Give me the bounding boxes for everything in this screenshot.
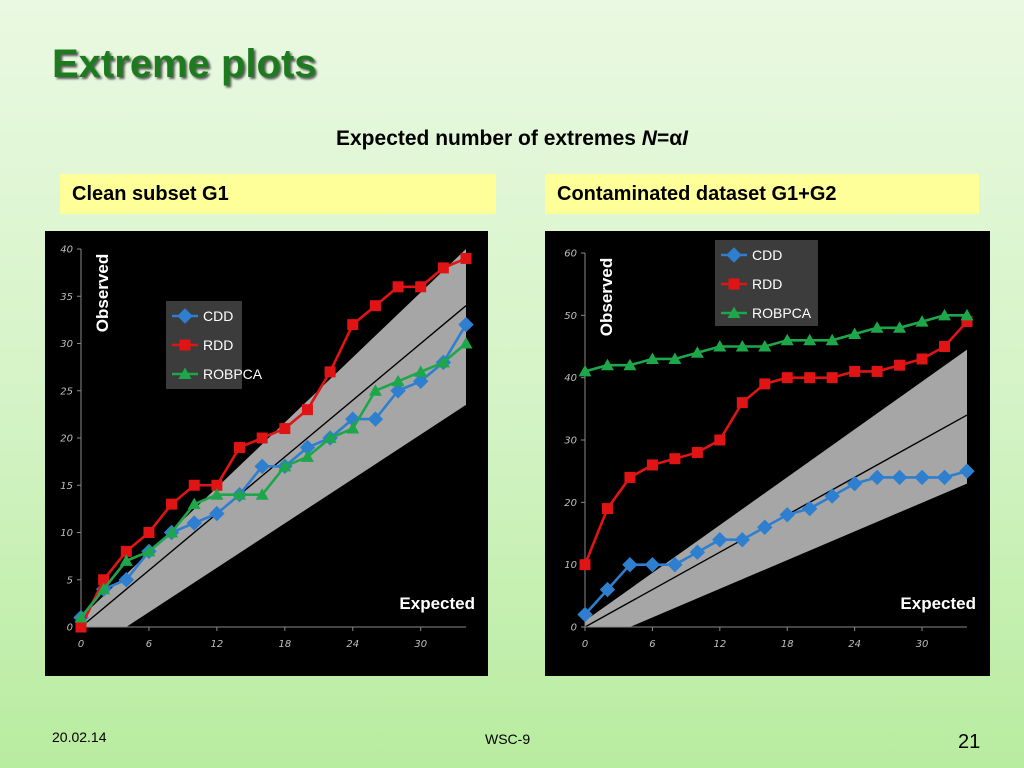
- y-tick-label: 35: [60, 292, 73, 303]
- y-tick-label: 50: [564, 311, 577, 322]
- y-tick-label: 10: [564, 560, 577, 571]
- x-tick-label: 18: [278, 639, 291, 650]
- x-tick-label: 0: [78, 639, 84, 650]
- point-rdd: [872, 366, 883, 377]
- point-rdd: [234, 442, 245, 453]
- x-tick-label: 18: [781, 639, 794, 650]
- y-tick-label: 5: [67, 575, 73, 586]
- legend-label-cdd: CDD: [203, 308, 233, 324]
- x-tick-label: 0: [582, 639, 588, 650]
- x-axis-label: Expected: [399, 594, 475, 613]
- y-tick-label: 30: [60, 339, 73, 350]
- legend-label-rdd: RDD: [203, 337, 233, 353]
- y-tick-label: 20: [60, 434, 73, 445]
- panel-heading-contaminated: Contaminated dataset G1+G2: [545, 174, 979, 214]
- point-rdd: [143, 527, 154, 538]
- y-tick-label: 10: [60, 528, 73, 539]
- x-tick-label: 6: [146, 639, 152, 650]
- chart-clean-subset: 0 5 10 15 20 25 30 35 40 0 6 12 18 24 30 Observed Expect…: [45, 231, 488, 676]
- point-rdd: [647, 459, 658, 470]
- point-rdd: [461, 253, 472, 264]
- point-rdd: [370, 300, 381, 311]
- legend-label-robpca: ROBPCA: [203, 366, 263, 382]
- x-tick-label: 12: [211, 639, 224, 650]
- point-rdd: [347, 319, 358, 330]
- chart-contaminated-svg: 0 10 20 30 40 50 60 0 6 12 18 24 30 Observed Expected C…: [545, 231, 990, 676]
- y-axis-label: Observed: [93, 254, 112, 332]
- confidence-band: [585, 350, 967, 627]
- chart-contaminated-dataset: 0 10 20 30 40 50 60 0 6 12 18 24 30 Observed Expected C…: [545, 231, 990, 676]
- point-rdd: [804, 372, 815, 383]
- point-rdd: [438, 262, 449, 273]
- point-rdd: [714, 435, 725, 446]
- x-tick-label: 30: [916, 639, 929, 650]
- legend-label-rdd: RDD: [752, 276, 782, 292]
- subtitle-i: I: [682, 127, 688, 150]
- point-rdd: [894, 360, 905, 371]
- subtitle-alpha: α: [669, 127, 682, 150]
- point-rdd: [415, 281, 426, 292]
- y-tick-label: 25: [60, 386, 73, 397]
- chart-clean-svg: 0 5 10 15 20 25 30 35 40 0 6 12 18 24 30 Observed Expect…: [45, 231, 488, 676]
- point-rdd: [580, 559, 591, 570]
- point-rdd: [302, 404, 313, 415]
- legend: CDD RDD ROBPCA: [715, 240, 818, 326]
- point-rdd: [189, 480, 200, 491]
- point-rdd: [669, 453, 680, 464]
- point-rdd: [737, 397, 748, 408]
- point-rdd: [759, 378, 770, 389]
- x-tick-label: 6: [649, 639, 655, 650]
- y-tick-label: 40: [60, 245, 73, 256]
- legend-marker-rdd: [729, 279, 740, 290]
- y-tick-label: 40: [564, 373, 577, 384]
- y-tick-label: 0: [67, 623, 73, 634]
- legend-marker-rdd: [180, 340, 191, 351]
- panel-heading-clean: Clean subset G1: [60, 174, 496, 214]
- point-rdd: [782, 372, 793, 383]
- x-tick-label: 24: [346, 639, 359, 650]
- x-tick-label: 24: [848, 639, 861, 650]
- point-rdd: [624, 472, 635, 483]
- point-rdd: [279, 423, 290, 434]
- y-axis-label: Observed: [597, 258, 616, 336]
- legend: CDD RDD ROBPCA: [166, 301, 263, 389]
- footer-center: WSC-9: [485, 731, 530, 747]
- point-rdd: [939, 341, 950, 352]
- point-rdd: [325, 366, 336, 377]
- point-rdd: [393, 281, 404, 292]
- point-rdd: [166, 499, 177, 510]
- y-tick-label: 60: [564, 249, 577, 260]
- subtitle-text: Expected number of extremes: [336, 127, 642, 150]
- point-rdd: [602, 503, 613, 514]
- point-rdd: [257, 433, 268, 444]
- subtitle-equals: =: [657, 127, 669, 150]
- y-tick-label: 0: [571, 623, 577, 634]
- y-tick-label: 15: [60, 481, 73, 492]
- legend-label-cdd: CDD: [752, 247, 782, 263]
- x-axis-label: Expected: [900, 594, 976, 613]
- x-tick-label: 30: [414, 639, 427, 650]
- footer-date: 20.02.14: [52, 729, 107, 745]
- legend-label-robpca: ROBPCA: [752, 305, 812, 321]
- point-rdd: [76, 622, 87, 633]
- y-tick-label: 30: [564, 436, 577, 447]
- subtitle-n: N: [642, 127, 657, 150]
- point-rdd: [692, 447, 703, 458]
- point-rdd: [849, 366, 860, 377]
- slide-subtitle: Expected number of extremes N=αI: [0, 127, 1024, 151]
- page-number: 21: [958, 731, 980, 754]
- x-tick-label: 12: [713, 639, 726, 650]
- confidence-band: [81, 249, 466, 627]
- point-rdd: [827, 372, 838, 383]
- y-tick-label: 20: [564, 498, 577, 509]
- point-rdd: [917, 353, 928, 364]
- slide-title: Extreme plots: [52, 42, 317, 87]
